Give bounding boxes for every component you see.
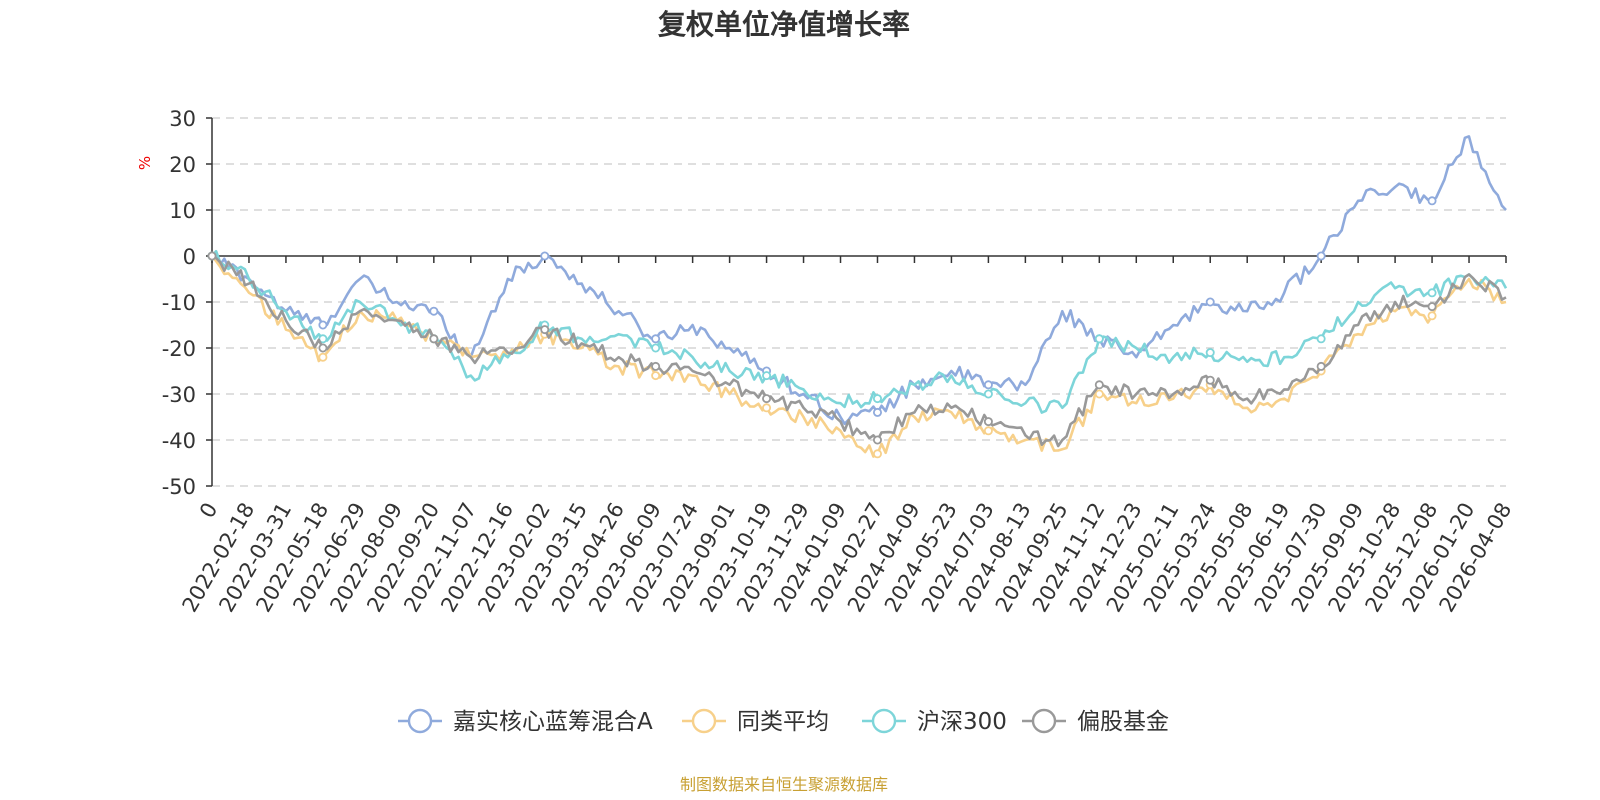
data-point: [872, 394, 882, 404]
data-point: [1094, 334, 1104, 344]
data-point: [762, 371, 772, 381]
legend-circle-icon: [691, 708, 717, 734]
data-point: [983, 389, 993, 399]
data-point: [651, 334, 661, 344]
data-point: [983, 417, 993, 427]
data-point: [1094, 389, 1104, 399]
data-point: [1427, 288, 1437, 298]
legend-circle-icon: [407, 708, 433, 734]
data-point: [318, 320, 328, 330]
y-tick-label: 0: [183, 245, 196, 269]
data-point: [1316, 251, 1326, 261]
series-4: [207, 251, 1507, 448]
data-point: [1094, 380, 1104, 390]
series-2: [207, 251, 1507, 459]
legend-item[interactable]: 偏股基金: [1022, 708, 1169, 735]
series-3: [207, 249, 1508, 414]
data-point: [1316, 361, 1326, 371]
data-point: [651, 343, 661, 353]
y-tick-label: -30: [162, 383, 196, 407]
legend-item[interactable]: 同类平均: [682, 708, 829, 735]
legend-item[interactable]: 嘉实核心蓝筹混合A: [398, 708, 653, 735]
y-tick-label: -20: [162, 337, 196, 361]
data-point: [983, 380, 993, 390]
y-tick-label: 10: [169, 199, 196, 223]
x-tick-label: 0: [195, 499, 222, 523]
legend-label: 嘉实核心蓝筹混合A: [453, 709, 653, 735]
legend-label: 同类平均: [737, 709, 829, 735]
data-point: [1205, 297, 1215, 307]
data-point: [207, 251, 217, 261]
legend-label: 沪深300: [917, 709, 1007, 735]
data-point: [872, 449, 882, 459]
legend[interactable]: 嘉实核心蓝筹混合A 同类平均 沪深300 偏股基金: [398, 708, 1169, 735]
data-point: [1205, 348, 1215, 358]
series-line: [211, 135, 1507, 426]
data-point: [540, 325, 550, 335]
series-line: [210, 255, 1507, 458]
series-line: [211, 254, 1507, 448]
data-source-note: 制图数据来自恒生聚源数据库: [680, 775, 888, 794]
series-line: [211, 249, 1508, 414]
chart-title: 复权单位净值增长率: [658, 8, 910, 41]
series-1: [207, 135, 1507, 426]
data-point: [651, 361, 661, 371]
data-point: [1316, 334, 1326, 344]
grid-lines: [212, 117, 1506, 487]
data-point: [651, 371, 661, 381]
data-point: [318, 352, 328, 362]
data-point: [1427, 302, 1437, 312]
y-tick-label: -10: [162, 291, 196, 315]
legend-label: 偏股基金: [1077, 709, 1169, 735]
data-point: [1427, 196, 1437, 206]
legend-circle-icon: [871, 708, 897, 734]
y-tick-label: 20: [169, 153, 196, 177]
data-point: [872, 435, 882, 445]
data-point: [1427, 311, 1437, 321]
legend-item[interactable]: 沪深300: [862, 708, 1007, 735]
x-tick-labels: 02022-02-182022-03-312022-05-182022-06-2…: [177, 499, 1516, 617]
data-point: [983, 426, 993, 436]
legend-circle-icon: [1031, 708, 1057, 734]
data-point: [429, 334, 439, 344]
data-point: [318, 343, 328, 353]
data-point: [429, 306, 439, 316]
y-tick-label: 30: [169, 107, 196, 131]
series-lines: [207, 135, 1508, 459]
y-tick-label: -40: [162, 429, 196, 453]
data-point: [762, 394, 772, 404]
axes: [206, 117, 1507, 487]
data-point: [762, 403, 772, 413]
y-tick-label: -50: [162, 475, 196, 499]
data-point: [872, 407, 882, 417]
y-tick-labels: -50 -40 -30 -20 -10 0 10 20 30: [162, 107, 196, 499]
data-point: [1205, 375, 1215, 385]
y-axis-unit: %: [136, 156, 154, 170]
data-point: [540, 251, 550, 261]
